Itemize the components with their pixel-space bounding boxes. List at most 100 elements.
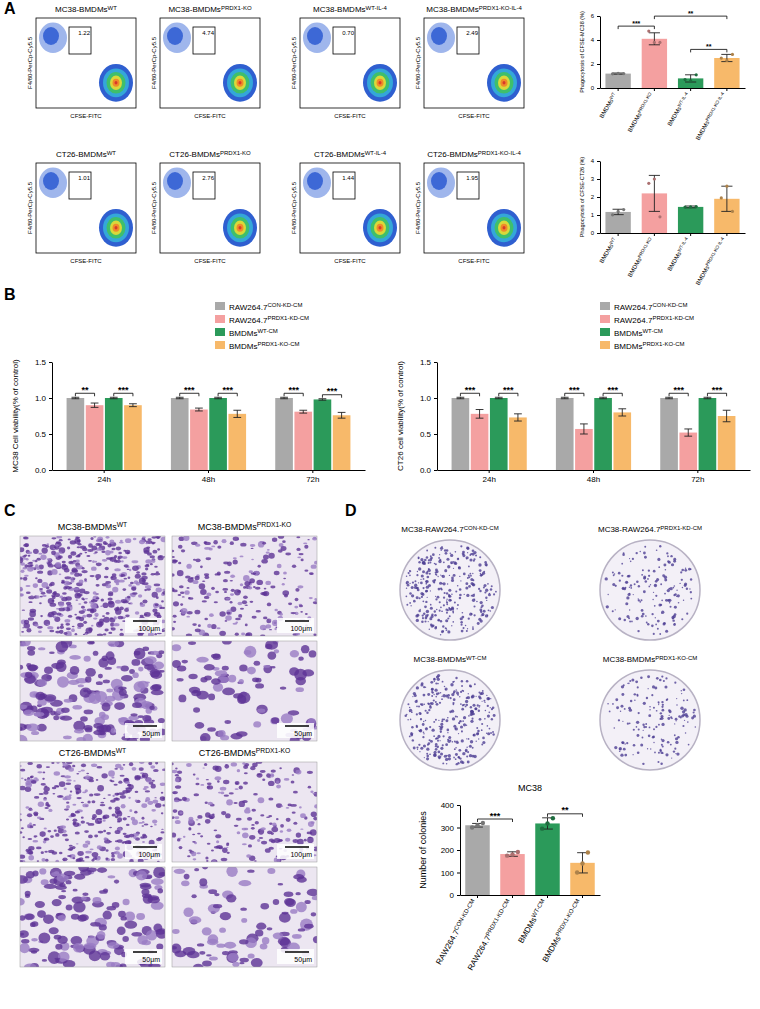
stained-cell — [119, 542, 124, 544]
stained-cell — [22, 836, 24, 838]
label-base: BMDMs — [614, 342, 642, 351]
y-axis-title: CT26 cell viability(% of control) — [396, 361, 405, 471]
stained-cell — [133, 538, 137, 540]
stained-cell — [28, 617, 34, 620]
cell-populations — [303, 168, 397, 247]
label-base: MC38-BMDMs — [198, 522, 258, 532]
stained-cell — [120, 629, 123, 631]
stained-cell — [200, 565, 203, 568]
stained-cell — [230, 574, 235, 578]
stained-cell — [76, 843, 79, 844]
stained-cell — [231, 589, 235, 592]
stained-cell — [42, 778, 45, 780]
stained-cell — [76, 554, 80, 556]
stained-cell — [59, 630, 64, 634]
legend-label: RAW264.7PRDX1-KD-CM — [229, 315, 309, 324]
stained-cell — [138, 594, 142, 597]
stained-cell — [123, 601, 129, 604]
population-density — [431, 27, 447, 45]
y-tick-mark — [434, 398, 437, 399]
stained-cell — [94, 835, 98, 838]
significance-label: *** — [490, 811, 501, 821]
stained-cell — [107, 544, 111, 548]
data-point — [470, 825, 474, 829]
cell-populations — [427, 168, 521, 247]
stained-cell — [219, 631, 226, 636]
stained-cell — [266, 552, 270, 554]
y-tick-label: 4 — [591, 37, 595, 43]
x-tick-mark — [654, 88, 655, 91]
label-superscript: CON-KD-CM — [652, 302, 687, 308]
stained-cell — [145, 790, 150, 792]
stained-cell — [241, 632, 245, 635]
stained-cell — [112, 795, 114, 797]
stained-cell — [151, 690, 164, 695]
stained-cell — [28, 555, 31, 557]
stained-cell — [196, 657, 208, 663]
stained-cell — [211, 587, 215, 590]
legend-entry: RAW264.7CON-KD-CM — [600, 302, 687, 312]
gate-percentage: 1.44 — [342, 175, 354, 181]
stained-cell — [70, 578, 74, 580]
significance-label: ** — [81, 385, 89, 395]
stained-cell — [20, 819, 22, 822]
stained-cell — [172, 573, 175, 576]
stained-cell — [84, 830, 89, 833]
stained-cell — [63, 763, 69, 767]
flow-x-label: CFSE-FITC — [194, 113, 226, 119]
stained-cell — [66, 805, 70, 809]
data-point — [725, 59, 728, 62]
label-base: BMDMs — [627, 257, 643, 278]
stained-cell — [107, 794, 111, 796]
stained-cell — [66, 602, 72, 606]
stained-cell — [64, 619, 70, 623]
x-tick: BMDMsWT — [598, 233, 618, 264]
stained-cell — [233, 693, 243, 698]
stained-cell — [303, 542, 307, 544]
stained-cell — [204, 618, 208, 621]
stained-cell — [290, 612, 296, 614]
stained-cell — [195, 544, 200, 547]
stained-cell — [41, 582, 48, 588]
bar — [500, 854, 525, 895]
stained-cell — [65, 623, 70, 626]
stained-cell — [246, 632, 252, 636]
y-axis: 01234 — [591, 158, 601, 236]
stained-cell — [35, 901, 45, 908]
stained-cell — [42, 547, 48, 553]
stained-cell — [27, 646, 35, 651]
stained-cell — [122, 556, 127, 559]
micrograph-background — [20, 867, 165, 967]
stained-cell — [267, 652, 276, 660]
stained-cell — [57, 676, 69, 688]
error-bar — [495, 397, 503, 398]
stained-cell — [85, 789, 88, 792]
population-density — [223, 209, 257, 247]
stained-cell — [295, 588, 299, 592]
stained-cell — [161, 600, 164, 602]
stained-cell — [34, 796, 39, 799]
stained-cell — [30, 567, 35, 570]
population-density — [303, 168, 331, 199]
x-tick: BMDMsPRDX1-KO — [626, 88, 654, 133]
stained-cell — [282, 590, 289, 595]
error-bar — [723, 410, 731, 422]
stained-cell — [95, 574, 101, 579]
stained-cell — [114, 568, 120, 571]
stained-cell — [83, 689, 88, 692]
stained-cell — [136, 800, 141, 803]
stained-cell — [55, 562, 61, 568]
stained-cell — [103, 633, 106, 635]
stained-cell — [59, 539, 63, 541]
stained-cell — [39, 588, 43, 590]
plot-area — [605, 175, 739, 233]
label-base: RAW264.7 — [434, 928, 461, 966]
stained-cell — [62, 834, 68, 837]
population-density — [113, 79, 120, 87]
stained-cell — [146, 778, 152, 783]
stained-cell — [121, 675, 133, 681]
stained-cell — [124, 608, 129, 612]
stained-cell — [152, 550, 157, 554]
cell-populations — [427, 23, 521, 102]
x-tick: RAW264.7PRDX1-KD-CM — [465, 895, 513, 972]
